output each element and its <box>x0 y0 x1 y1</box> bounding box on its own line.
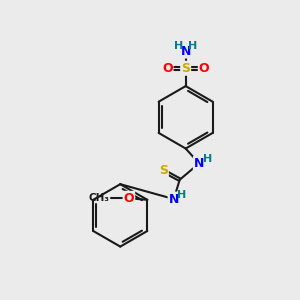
Text: N: N <box>194 157 204 170</box>
Text: S: S <box>181 62 190 75</box>
Text: S: S <box>159 164 168 177</box>
Text: N: N <box>181 44 191 58</box>
Text: O: O <box>124 192 134 205</box>
Text: H: H <box>203 154 212 164</box>
Text: H: H <box>178 190 187 200</box>
Text: H: H <box>188 41 198 51</box>
Text: CH₃: CH₃ <box>88 193 110 203</box>
Text: N: N <box>169 193 179 206</box>
Text: H: H <box>174 41 183 51</box>
Text: O: O <box>199 62 209 75</box>
Text: O: O <box>162 62 172 75</box>
